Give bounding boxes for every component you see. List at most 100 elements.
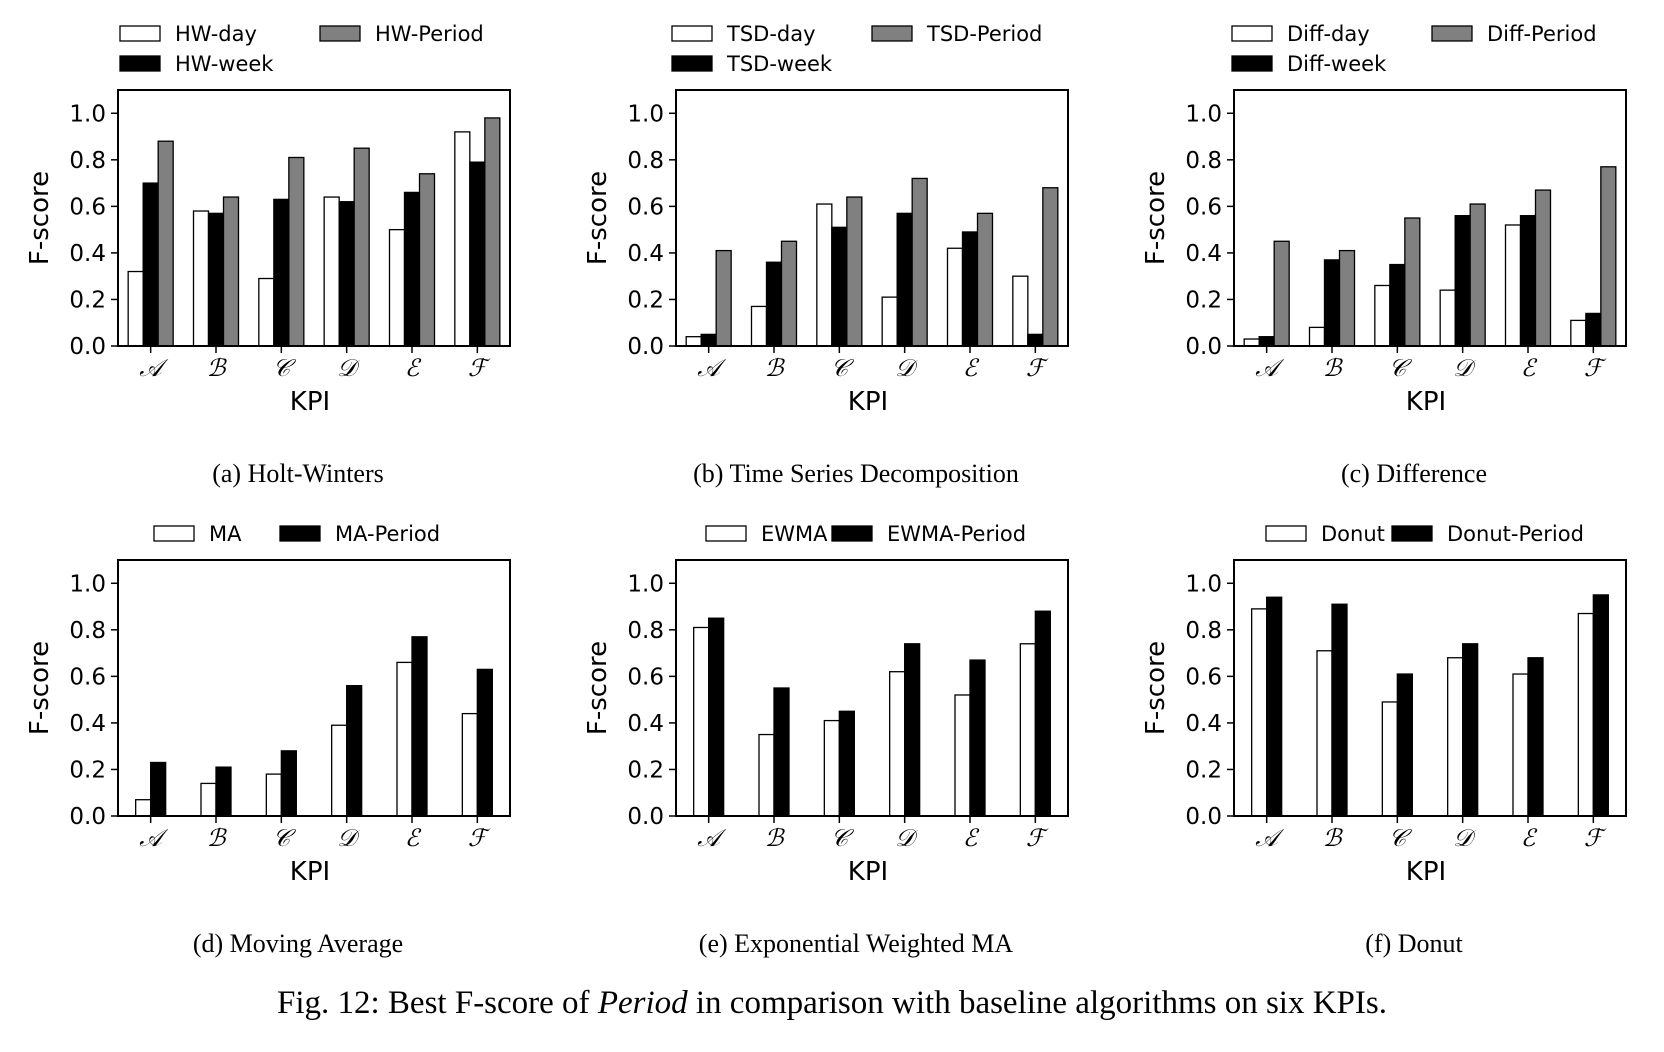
chart-f: 0.0 0.2 0.4 0.6 0.8 1.0 𝒜 ℬ 𝒞 𝒟 ℰ ℱ KPI F-score Donut D… (1141, 522, 1627, 958)
bar-tsd-period-5 (976, 212, 994, 347)
bar-hw-period-4 (353, 147, 370, 347)
x-axis-label: KPI (848, 857, 888, 887)
y-tick-label: 0.4 (69, 711, 106, 737)
legend-label-tsd-period: TSD-Period (926, 22, 1042, 46)
x-tick-label: ℰ (405, 356, 422, 382)
plot-frame (1233, 559, 1627, 817)
y-tick-label: 1.0 (1185, 101, 1222, 127)
y-tick-label: 0.8 (69, 148, 106, 174)
y-tick-label: 0.2 (627, 287, 664, 313)
figure-caption-emphasis: Period (597, 985, 688, 1021)
bar-hw-day-5 (388, 228, 406, 347)
bar-hw-period-5 (418, 173, 436, 347)
x-axis-label: KPI (1406, 387, 1446, 417)
chart-a: 0.0 0.2 0.4 0.6 0.8 1.0 𝒜 ℬ 𝒞 𝒟 ℰ ℱ KPI F-score HW-day… (25, 22, 511, 488)
y-axis-label: F-score (1141, 171, 1171, 265)
x-tick-label: ℰ (405, 826, 422, 852)
y-tick-label: 0.6 (69, 664, 106, 690)
x-axis-label: KPI (848, 387, 888, 417)
legend-label-diff-week: Diff-week (1287, 52, 1387, 76)
chart-e: 0.0 0.2 0.4 0.6 0.8 1.0 𝒜 ℬ 𝒞 𝒟 ℰ ℱ KPI F-score EWMA EW… (583, 522, 1069, 958)
y-tick-label: 0.0 (627, 804, 664, 830)
bar-donut-2 (1316, 650, 1333, 817)
bar-ewma-6 (1019, 643, 1036, 817)
x-tick-label: 𝒟 (895, 826, 919, 852)
bar-hw-week-5 (403, 191, 421, 347)
legend-label-hw-day: HW-day (175, 22, 257, 46)
y-tick-label: 0.0 (69, 334, 106, 360)
y-tick-label: 0.8 (69, 618, 106, 644)
y-tick-label: 0.8 (627, 148, 664, 174)
bar-ewma-period-5 (969, 659, 986, 817)
bar-hw-day-3 (258, 277, 275, 347)
bar-hw-week-2 (207, 212, 225, 347)
bar-tsd-day-6 (1012, 275, 1029, 347)
y-tick-label: 0.2 (627, 757, 664, 783)
bar-hw-period-6 (484, 117, 501, 347)
bar-ma-4 (331, 724, 348, 817)
legend-label-ewma-period: EWMA-Period (887, 522, 1026, 546)
bar-ewma-period-1 (708, 617, 725, 817)
legend-swatch-ewma-period (831, 525, 873, 542)
legend-swatch-ma-period (279, 525, 321, 542)
legend-label-hw-week: HW-week (175, 52, 274, 76)
y-tick-label: 0.6 (1185, 194, 1222, 220)
y-axis-label: F-score (583, 641, 613, 735)
figure-caption-suffix: in comparison with baseline algorithms o… (687, 985, 1387, 1021)
x-tick-label: 𝒟 (1453, 826, 1477, 852)
y-tick-label: 0.0 (1185, 804, 1222, 830)
x-tick-label: 𝒞 (273, 826, 297, 852)
y-tick-label: 0.6 (627, 194, 664, 220)
x-tick-label: 𝒞 (831, 356, 855, 382)
y-tick-label: 0.6 (1185, 664, 1222, 690)
legend-label-diff-period: Diff-Period (1487, 22, 1597, 46)
bar-diff-week-3 (1389, 263, 1406, 347)
legend-swatch-hw-week (119, 55, 161, 72)
bar-ewma-5 (954, 694, 971, 817)
y-tick-label: 0.4 (627, 241, 664, 267)
bar-ewma-4 (889, 671, 906, 817)
bar-diff-day-1 (1243, 338, 1260, 347)
bar-tsd-day-2 (750, 305, 768, 347)
legend-label-ma: MA (209, 522, 242, 546)
x-tick-label: ℱ (1584, 356, 1607, 382)
x-tick-label: ℬ (207, 826, 228, 852)
x-tick-label: ℬ (765, 826, 786, 852)
y-tick-label: 1.0 (627, 571, 664, 597)
bar-donut-period-2 (1331, 603, 1348, 817)
x-tick-label: ℱ (468, 356, 491, 382)
y-tick-label: 0.4 (1185, 711, 1222, 737)
bar-ma-5 (396, 661, 413, 817)
bar-ma-period-4 (346, 685, 363, 817)
bar-diff-period-2 (1338, 249, 1356, 347)
x-tick-label: ℱ (1584, 826, 1607, 852)
bar-diff-week-5 (1519, 215, 1537, 347)
bar-ma-period-5 (411, 636, 428, 817)
legend-label-ewma: EWMA (761, 522, 828, 546)
bar-tsd-period-3 (846, 196, 863, 347)
bar-hw-day-1 (127, 270, 144, 347)
bar-tsd-week-5 (961, 231, 979, 347)
bar-ewma-2 (758, 733, 775, 817)
bar-ewma-period-3 (838, 710, 855, 817)
bar-donut-period-6 (1592, 594, 1609, 817)
legend-swatch-diff-day (1231, 25, 1273, 42)
y-tick-label: 0.8 (1185, 618, 1222, 644)
bar-tsd-period-6 (1042, 187, 1059, 347)
chart-d: 0.0 0.2 0.4 0.6 0.8 1.0 𝒜 ℬ 𝒞 𝒟 ℰ ℱ KPI F-score MA MA-P… (25, 522, 511, 958)
x-tick-label: 𝒜 (139, 826, 169, 852)
legend-swatch-tsd-day (671, 25, 713, 42)
x-tick-label: ℰ (963, 356, 980, 382)
bar-diff-week-1 (1258, 336, 1275, 347)
legend-label-hw-period: HW-Period (375, 22, 484, 46)
bar-tsd-period-4 (911, 177, 928, 347)
x-tick-label: 𝒜 (697, 356, 727, 382)
bar-tsd-week-1 (700, 333, 717, 347)
subfigure-caption: (d) Moving Average (193, 929, 403, 958)
legend-swatch-diff-period (1431, 25, 1473, 42)
bar-donut-period-1 (1266, 596, 1283, 817)
bar-ma-period-6 (476, 668, 493, 817)
bar-diff-period-4 (1469, 203, 1486, 347)
bar-diff-day-2 (1308, 326, 1326, 347)
